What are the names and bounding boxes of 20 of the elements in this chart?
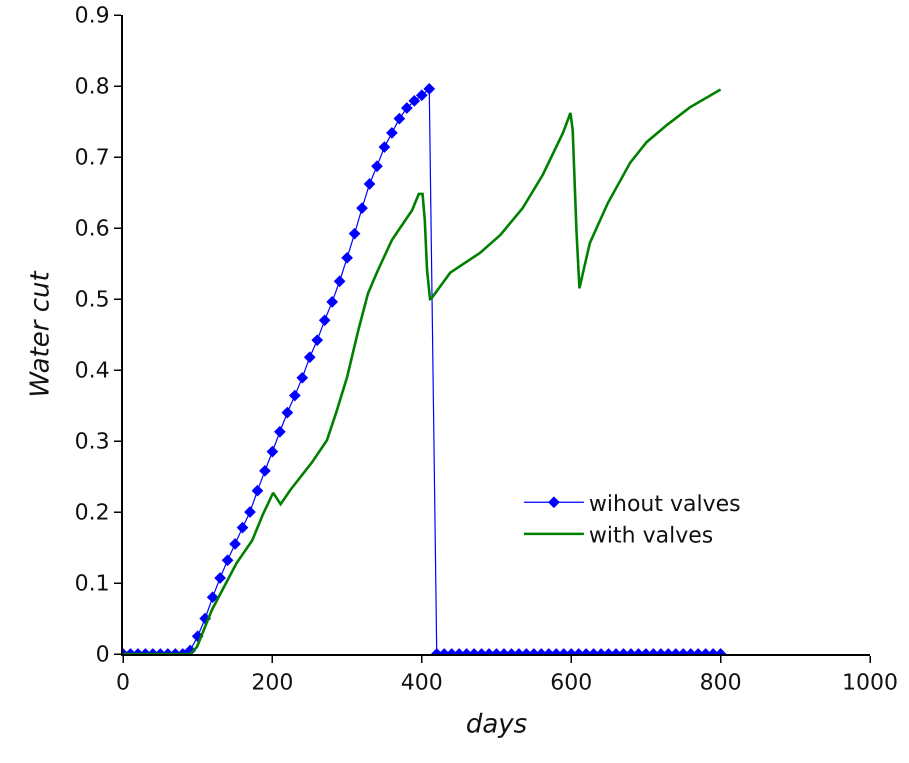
y-tick-label: 0.6 [74, 216, 110, 242]
y-tick-label: 0 [96, 642, 110, 668]
x-tick-label: 1000 [842, 670, 898, 696]
y-tick-label: 0.2 [74, 500, 110, 526]
x-axis-title: days [466, 710, 528, 740]
x-tick-label: 400 [400, 670, 443, 696]
legend-label: with valves [588, 523, 714, 548]
legend-label: wihout valves [588, 492, 741, 517]
y-tick-label: 0.9 [74, 4, 110, 29]
y-tick-label: 0.5 [74, 288, 110, 313]
x-tick-label: 200 [251, 670, 294, 696]
x-tick-label: 0 [116, 670, 130, 696]
y-tick-label: 0.1 [74, 572, 110, 597]
x-tick-label: 600 [550, 670, 592, 696]
x-tick-label: 800 [700, 670, 742, 696]
y-tick-label: 0.7 [74, 146, 110, 171]
y-tick-label: 0.3 [74, 430, 110, 455]
y-tick-label: 0.4 [74, 358, 110, 384]
y-tick-label: 0.8 [74, 74, 110, 100]
y-axis-title: Water cut [26, 270, 56, 398]
